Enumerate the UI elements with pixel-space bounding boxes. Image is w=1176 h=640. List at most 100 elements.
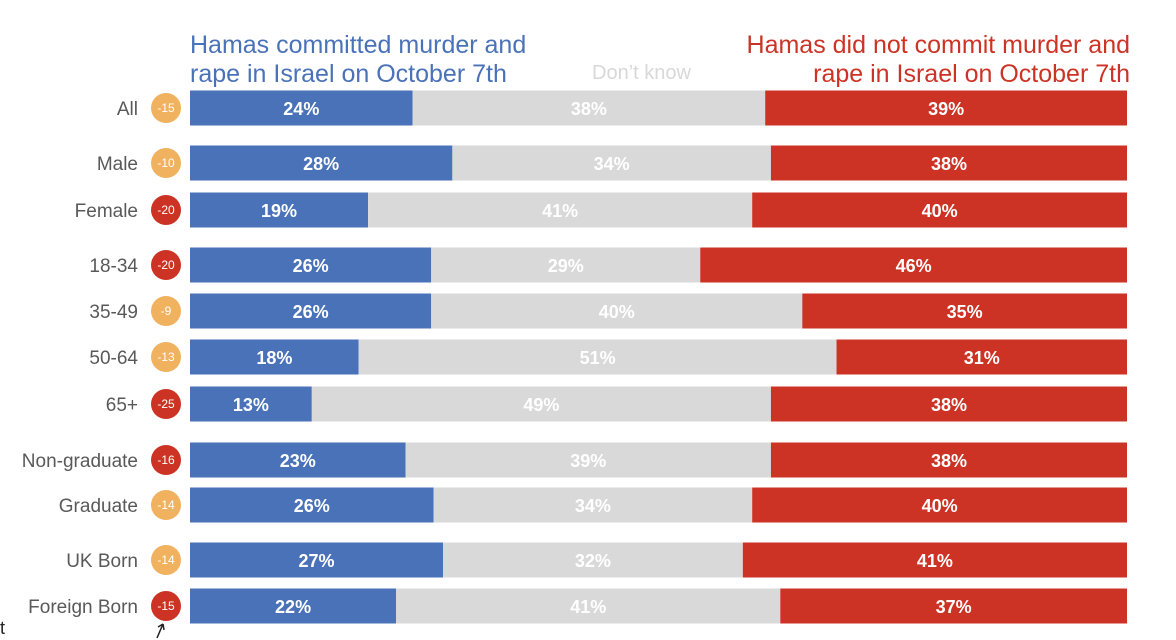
bar-committed bbox=[190, 339, 359, 375]
row-label: Male bbox=[97, 154, 138, 175]
net-badge-value: -10 bbox=[157, 156, 175, 170]
bar-label-did-not-commit: 40% bbox=[922, 496, 958, 516]
bar-label-committed: 27% bbox=[298, 551, 334, 571]
net-badge bbox=[151, 296, 181, 326]
legend-dont-know: Don’t know bbox=[592, 62, 691, 84]
legend-did-not-commit-line2: rape in Israel on October 7th bbox=[813, 60, 1130, 88]
bar-dont-know bbox=[405, 442, 771, 478]
bar-label-dont-know: 34% bbox=[594, 154, 630, 174]
bar-dont-know bbox=[431, 247, 701, 283]
bar-label-dont-know: 41% bbox=[570, 597, 606, 617]
bar-did-not-commit bbox=[770, 386, 1127, 422]
net-badge bbox=[151, 490, 181, 520]
row-label: UK Born bbox=[66, 551, 138, 572]
bar-dont-know bbox=[442, 542, 743, 578]
bar-dont-know bbox=[396, 588, 781, 624]
bar-label-dont-know: 41% bbox=[542, 201, 578, 221]
bar-committed bbox=[190, 386, 312, 422]
bar-dont-know bbox=[368, 192, 753, 228]
net-badge-value: -13 bbox=[157, 350, 175, 364]
net-badge bbox=[151, 148, 181, 178]
legend-did-not-commit-line1: Hamas did not commit murder and bbox=[746, 31, 1130, 59]
row-label: 35-49 bbox=[89, 302, 138, 323]
row-label: Female bbox=[75, 201, 138, 222]
bar-did-not-commit bbox=[780, 588, 1127, 624]
row-label: 18-34 bbox=[89, 256, 138, 277]
legend-committed-line2: rape in Israel on October 7th bbox=[190, 60, 507, 88]
bar-did-not-commit bbox=[770, 442, 1127, 478]
net-badge-value: -14 bbox=[157, 498, 175, 512]
bar-label-did-not-commit: 41% bbox=[917, 551, 953, 571]
net-badge-value: -9 bbox=[161, 304, 172, 318]
row-label: Non-graduate bbox=[22, 451, 138, 472]
bar-label-dont-know: 39% bbox=[570, 451, 606, 471]
net-badge bbox=[151, 389, 181, 419]
bar-committed bbox=[190, 145, 453, 181]
bar-label-committed: 26% bbox=[293, 302, 329, 322]
net-badge bbox=[151, 342, 181, 372]
bar-did-not-commit bbox=[742, 542, 1127, 578]
bar-label-committed: 13% bbox=[233, 395, 269, 415]
bar-did-not-commit bbox=[836, 339, 1127, 375]
bar-label-did-not-commit: 38% bbox=[931, 451, 967, 471]
bar-did-not-commit bbox=[802, 293, 1127, 329]
bar-committed bbox=[190, 90, 413, 126]
bar-label-did-not-commit: 40% bbox=[922, 201, 958, 221]
net-badge bbox=[151, 445, 181, 475]
bar-label-committed: 19% bbox=[261, 201, 297, 221]
net-badge bbox=[151, 195, 181, 225]
net-badge bbox=[151, 591, 181, 621]
bar-dont-know bbox=[311, 386, 771, 422]
bar-label-committed: 18% bbox=[256, 348, 292, 368]
bar-dont-know bbox=[358, 339, 837, 375]
bar-committed bbox=[190, 293, 432, 329]
bar-committed bbox=[190, 247, 432, 283]
bar-dont-know bbox=[452, 145, 771, 181]
bar-label-committed: 28% bbox=[303, 154, 339, 174]
bar-label-committed: 24% bbox=[283, 99, 319, 119]
bar-label-dont-know: 34% bbox=[575, 496, 611, 516]
bar-did-not-commit bbox=[700, 247, 1127, 283]
row-label: Foreign Born bbox=[28, 597, 138, 618]
bar-label-did-not-commit: 38% bbox=[931, 154, 967, 174]
net-badge-value: -20 bbox=[157, 203, 175, 217]
bar-label-dont-know: 51% bbox=[580, 348, 616, 368]
bar-committed bbox=[190, 542, 443, 578]
net-badge-value: -15 bbox=[157, 101, 175, 115]
row-label: 65+ bbox=[106, 395, 138, 416]
bar-label-did-not-commit: 35% bbox=[947, 302, 983, 322]
bar-dont-know bbox=[431, 293, 803, 329]
bar-committed bbox=[190, 192, 369, 228]
row-label: All bbox=[117, 99, 138, 120]
bar-label-did-not-commit: 38% bbox=[931, 395, 967, 415]
bar-label-committed: 23% bbox=[280, 451, 316, 471]
row-label: Graduate bbox=[59, 496, 138, 517]
net-badge-value: -16 bbox=[157, 453, 175, 467]
row-label: 50-64 bbox=[89, 348, 138, 369]
bar-label-committed: 26% bbox=[294, 496, 330, 516]
net-badge bbox=[151, 545, 181, 575]
bar-label-dont-know: 29% bbox=[548, 256, 584, 276]
net-badge bbox=[151, 250, 181, 280]
net-badge-value: -20 bbox=[157, 258, 175, 272]
bar-label-did-not-commit: 37% bbox=[936, 597, 972, 617]
bar-did-not-commit bbox=[752, 487, 1127, 523]
bar-label-dont-know: 40% bbox=[599, 302, 635, 322]
pointer-arrow-icon bbox=[156, 623, 165, 639]
bar-dont-know bbox=[412, 90, 766, 126]
legend-did-not-commit: Hamas did not commit murder and rape in … bbox=[670, 31, 1130, 89]
bar-label-dont-know: 38% bbox=[571, 99, 607, 119]
net-badge-value: -15 bbox=[157, 599, 175, 613]
net-badge bbox=[151, 93, 181, 123]
legend-committed-line1: Hamas committed murder and bbox=[190, 31, 527, 59]
bar-committed bbox=[190, 442, 406, 478]
bar-label-dont-know: 32% bbox=[575, 551, 611, 571]
net-badge-value: -25 bbox=[157, 397, 175, 411]
bar-label-committed: 26% bbox=[293, 256, 329, 276]
bar-did-not-commit bbox=[765, 90, 1127, 126]
bar-label-dont-know: 49% bbox=[523, 395, 559, 415]
bar-committed bbox=[190, 487, 434, 523]
net-badge-value: -14 bbox=[157, 553, 175, 567]
bar-label-did-not-commit: 46% bbox=[896, 256, 932, 276]
